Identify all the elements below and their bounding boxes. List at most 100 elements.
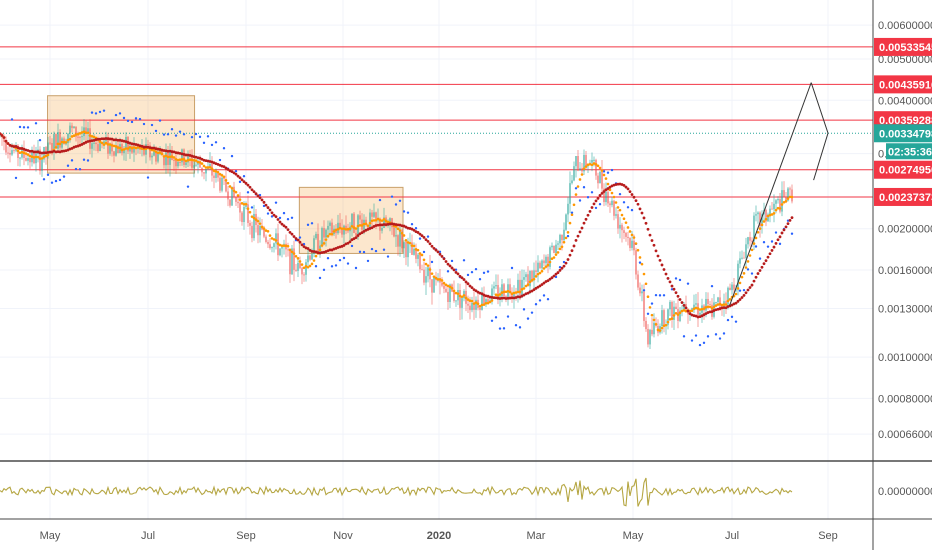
candle-body: [293, 248, 295, 270]
slow-ma-dot: [746, 288, 750, 292]
slow-ma-dot: [606, 187, 610, 190]
candle-body: [45, 146, 47, 155]
candle-body: [13, 150, 15, 152]
slow-ma-dot: [676, 294, 680, 298]
sar-dot: [710, 284, 714, 288]
fast-ma-dot: [194, 159, 198, 162]
slow-ma-dot: [348, 240, 352, 244]
sar-dot: [26, 126, 30, 129]
slow-ma-dot: [516, 295, 520, 299]
candle-body: [769, 208, 771, 215]
fast-ma-dot: [342, 227, 346, 230]
horizontal-levels[interactable]: [0, 46, 873, 198]
trend-line[interactable]: [729, 82, 812, 306]
fast-ma-dot: [536, 272, 540, 276]
slow-ma-dot: [238, 176, 242, 180]
level-price-tag[interactable]: [874, 187, 932, 206]
slow-ma-dot: [462, 278, 466, 281]
candle-body: [47, 142, 49, 155]
candle-body: [289, 249, 291, 275]
candle-body: [709, 304, 711, 306]
slow-ma-dot: [722, 306, 726, 310]
fast-ma-dot: [734, 292, 738, 296]
candle-body: [231, 186, 233, 206]
slow-ma-dot: [360, 231, 364, 235]
candle-body: [547, 256, 549, 267]
price-axis[interactable]: 0.006000000.005000000.004000000.00300000…: [874, 20, 932, 441]
time-axis[interactable]: May Jul Sep Nov 2020 Mar May Jul Sep: [40, 530, 838, 542]
fast-ma-dot: [752, 242, 756, 245]
fast-ma-dot: [384, 219, 388, 223]
candle-body: [297, 263, 299, 271]
fast-ma-dot: [286, 244, 290, 248]
fast-ma-dot: [184, 159, 188, 163]
sar-dot: [138, 117, 142, 121]
candle-body: [733, 284, 735, 290]
slow-ma-dot: [632, 195, 636, 199]
level-price-tag[interactable]: [874, 75, 932, 94]
candle-body: [253, 213, 255, 239]
slow-ma-dot: [594, 199, 598, 203]
fast-ma-dot: [712, 305, 716, 309]
sar-dot: [558, 266, 562, 269]
sar-dot: [582, 186, 586, 189]
slow-ma-dot: [426, 239, 430, 243]
fast-ma-dot: [592, 162, 596, 165]
fast-ma-dot: [556, 251, 560, 254]
sar-dot: [178, 130, 182, 133]
sar-dot: [94, 112, 98, 115]
fast-ma-dot: [152, 149, 156, 152]
candle-body: [455, 300, 457, 302]
fast-ma-dot: [744, 266, 748, 269]
price-tick-label: 0.00100000: [878, 352, 932, 364]
candle-body: [651, 329, 653, 335]
fast-ma-dot: [642, 272, 646, 276]
fast-ma-dot: [370, 219, 374, 223]
candle-body: [59, 132, 61, 148]
candle-body: [209, 163, 211, 168]
fast-ma-dot: [484, 301, 488, 305]
sar-dot: [34, 122, 38, 125]
sar-dot: [786, 219, 790, 222]
sar-dot: [626, 206, 630, 209]
sar-dot: [370, 247, 374, 251]
slow-ma-dot: [662, 268, 666, 271]
fast-ma-dot: [638, 256, 642, 259]
sar-dot: [746, 268, 750, 271]
candle-body: [671, 301, 673, 320]
fast-ma-dot: [438, 277, 442, 281]
sar-dot: [350, 244, 354, 248]
slow-ma-dot: [626, 187, 630, 191]
fast-ma-dot: [772, 212, 776, 215]
trend-drawings[interactable]: [729, 82, 829, 306]
fast-ma-dot: [336, 227, 340, 231]
candle-body: [241, 212, 243, 223]
fast-ma-dot: [82, 130, 86, 134]
oscillator-line: [0, 477, 793, 507]
candle-body: [177, 161, 179, 167]
candle-body: [147, 144, 149, 146]
candle-body: [151, 155, 153, 158]
candle-body: [113, 151, 115, 156]
fast-ma-dot: [372, 219, 376, 222]
level-price-tag[interactable]: [874, 160, 932, 179]
price-tick-label: 0.00600000: [878, 20, 932, 32]
slow-ma-dot: [232, 171, 236, 175]
time-tick-label: Jul: [141, 530, 155, 542]
fast-ma-dot: [502, 290, 506, 294]
fast-ma-dot: [562, 240, 566, 244]
triangle-pattern[interactable]: [810, 82, 829, 181]
candle-body: [327, 225, 329, 230]
candle-body: [369, 212, 371, 229]
level-price-tag[interactable]: [874, 37, 932, 56]
candle-body: [737, 263, 739, 290]
candle-body: [99, 142, 101, 152]
sar-dot: [42, 178, 46, 181]
sar-dot: [266, 212, 270, 215]
fast-ma-dot: [510, 292, 514, 296]
sar-dot: [578, 199, 582, 202]
slow-ma-dot: [416, 231, 420, 234]
fast-ma-dot: [110, 144, 114, 147]
sar-dot: [450, 259, 454, 263]
